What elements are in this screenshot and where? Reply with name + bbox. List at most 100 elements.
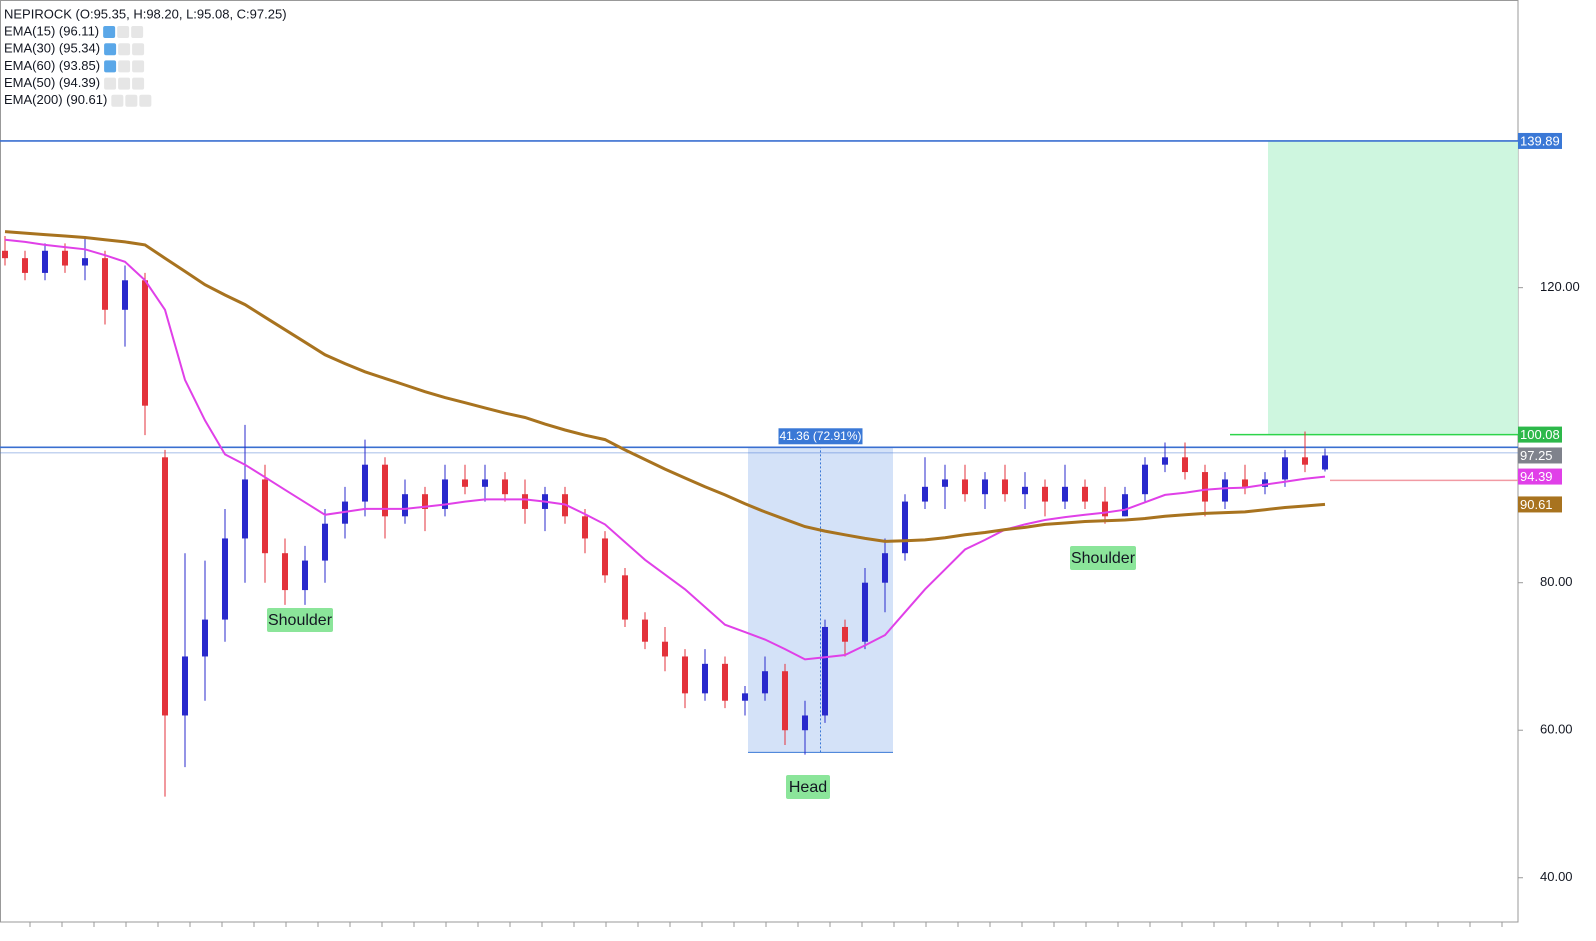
candle-body [842,626,848,642]
legend-item: EMA(15) (96.11) [4,23,99,38]
candle-body [1242,479,1248,487]
candle-body [22,258,28,273]
annotation-bg [786,775,830,799]
candle-body [882,553,888,583]
candle-body [1302,457,1308,465]
legend-icon[interactable] [131,26,144,38]
legend-icon[interactable] [139,94,152,107]
legend-item: EMA(200) (90.61) [4,92,107,107]
candle-body [1062,486,1068,502]
legend-icon[interactable] [111,94,124,107]
candle-body [82,258,88,266]
y-tick-label: 120.00 [1540,279,1580,294]
legend-icon[interactable] [118,43,131,56]
candle-body [1222,479,1228,502]
candle-body [462,479,468,487]
target-zone [1268,140,1518,435]
price-tag-bg [1518,468,1562,485]
candle-body [122,280,128,310]
candle-body [1182,457,1188,473]
annotation-bg [1070,546,1136,570]
candle-body [302,560,308,591]
candle-body [1262,479,1268,487]
candle-body [402,494,408,517]
y-tick-label: 80.00 [1540,574,1573,589]
candle-body [982,479,988,495]
legend-icon[interactable] [132,60,145,73]
legend-icon[interactable] [118,60,131,73]
candle-body [802,715,808,731]
price-tag-bg [1518,132,1562,149]
candle-body [62,250,68,266]
annotation: Shoulder [1071,550,1136,567]
legend-icon[interactable] [104,77,117,90]
candle-body [722,663,728,701]
candle-body [902,501,908,554]
legend-icon[interactable] [103,26,116,38]
measure-label: 41.36 (72.91%) [779,429,861,443]
candle-body [662,641,668,657]
legend-icon[interactable] [104,60,117,73]
price-tags: 139.89 100.08 97.25 94.39 90.61 [1518,132,1562,513]
legend-item: EMA(50) (94.39) [4,75,100,90]
candle-body [962,479,968,495]
candle-body [42,250,48,273]
candle-body [422,494,428,509]
candle-body [262,479,268,554]
measure-label-bg [778,428,863,445]
candle-body [202,619,208,657]
legend-icon[interactable] [132,43,145,56]
legend-item: EMA(60) (93.85) [4,58,100,73]
annotation: Shoulder [268,612,333,629]
candle-body [222,538,228,620]
legend-icon[interactable] [104,43,117,56]
price-tag-bg [1518,426,1562,443]
candle-body [622,575,628,620]
candle-body [242,479,248,539]
candle-body [1022,486,1028,495]
price-tag: 97.25 [1520,448,1553,463]
y-tick-label: 40.00 [1540,869,1573,884]
legend-icon[interactable] [132,77,145,90]
candle-body [502,479,508,495]
candle-body [862,582,868,642]
candle-body [1142,464,1148,495]
candle-body [1102,501,1108,517]
candle-body [322,523,328,561]
candle-body [1162,457,1168,465]
candle-body [1282,457,1288,480]
legend-title: NEPIROCK (O:95.35, H:98.20, L:95.08, C:9… [4,6,287,21]
y-tick-label: 60.00 [1540,722,1573,737]
legend-icon[interactable] [118,77,131,90]
candle-body [1122,494,1128,517]
annotation: Head [789,779,827,796]
candle-body [282,553,288,591]
candle-body [822,626,828,716]
candle-body [782,671,788,731]
candle-body [942,479,948,487]
legend: NEPIROCK (O:95.35, H:98.20, L:95.08, C:9… [4,6,287,107]
legend-icon[interactable] [117,26,130,38]
legend-item: EMA(30) (95.34) [4,41,100,56]
legend-icon[interactable] [125,94,138,107]
candle-body [682,656,688,694]
candle-body [102,258,108,310]
candle-body [582,516,588,539]
candle-body [482,479,488,487]
candle-body [382,464,388,517]
candle-body [642,619,648,642]
price-tag: 139.89 [1520,133,1560,148]
candle-body [1002,479,1008,495]
price-tag-bg [1518,447,1562,464]
price-tag: 90.61 [1520,497,1553,512]
candle-body [182,656,188,716]
candle-body [702,663,708,694]
candle-body [522,494,528,509]
price-tag-bg [1518,496,1562,513]
ema-line [4,238,1326,661]
candle-body [602,538,608,576]
candle-body [1202,472,1208,502]
candle-body [162,457,168,716]
